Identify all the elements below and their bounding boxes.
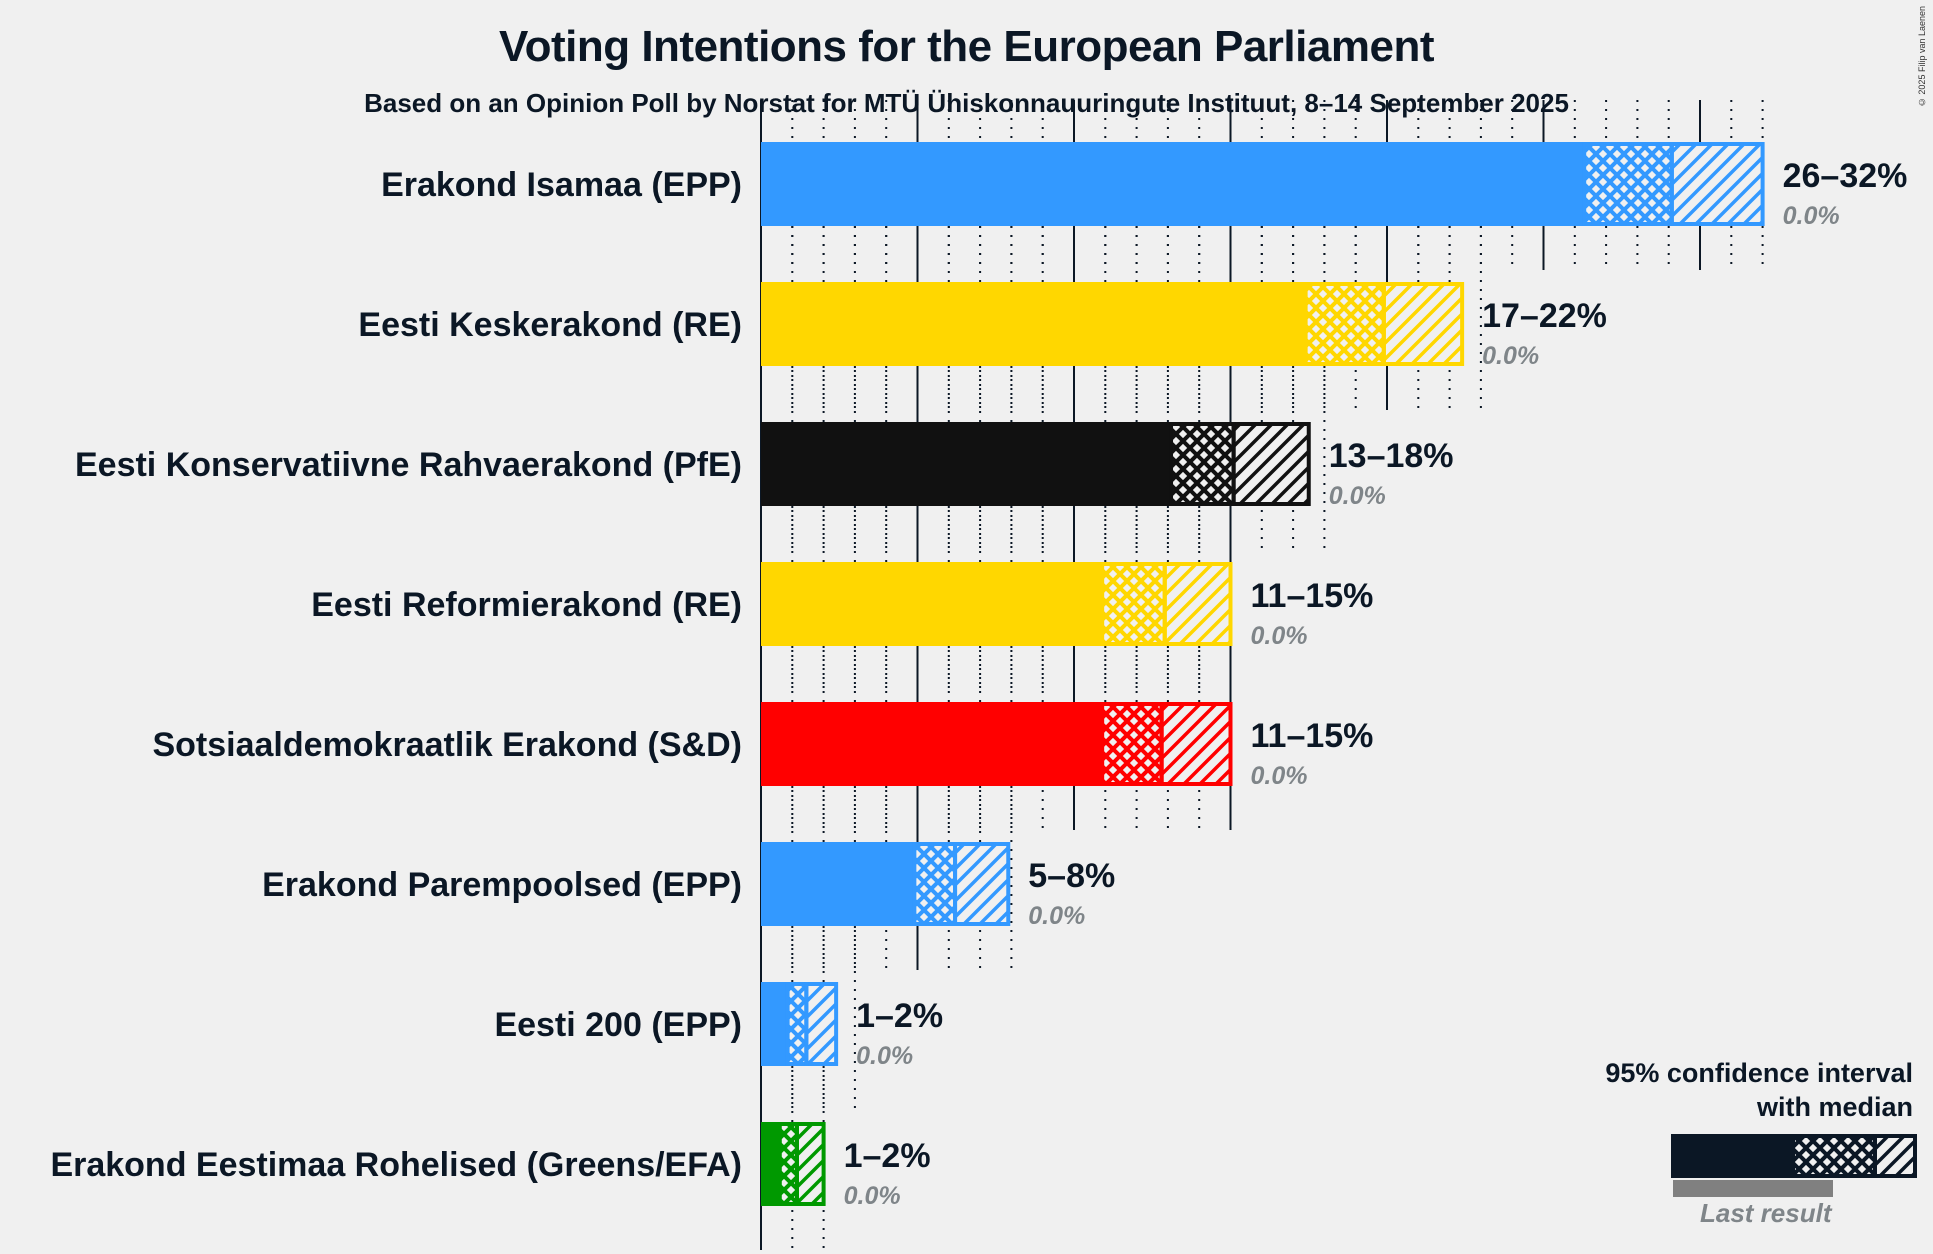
bar-ci-lower-segment <box>777 1122 799 1206</box>
bar-solid-segment <box>761 982 788 1066</box>
bar-solid-segment <box>761 1122 780 1206</box>
party-label: Erakond Eestimaa Rohelised (Greens/EFA) <box>50 1146 742 1184</box>
chart-subtitle: Based on an Opinion Poll by Norstat for … <box>364 88 1569 118</box>
party-bar-group <box>761 562 1233 646</box>
last-result-label: 0.0% <box>856 1042 913 1070</box>
party-bar-group <box>761 1122 826 1206</box>
bar-ci-upper-segment <box>804 982 839 1066</box>
bar-solid-segment <box>761 842 915 926</box>
party-bar-group <box>761 422 1311 506</box>
chart-title: Voting Intentions for the European Parli… <box>499 22 1434 71</box>
last-result-label: 0.0% <box>1028 902 1085 930</box>
party-label: Eesti Keskerakond (RE) <box>358 306 742 344</box>
party-bar-group <box>761 142 1765 226</box>
bar-ci-upper-segment <box>1159 702 1233 786</box>
range-label: 13–18% <box>1329 437 1454 475</box>
bar-ci-upper-segment <box>1669 142 1765 226</box>
last-result-label: 0.0% <box>844 1182 901 1210</box>
bar-solid-segment <box>761 282 1306 366</box>
range-label: 11–15% <box>1251 717 1374 755</box>
range-label: 1–2% <box>844 1137 931 1175</box>
bar-ci-upper-segment <box>1231 422 1311 506</box>
bar-ci-upper-segment <box>794 1122 826 1206</box>
legend-solid-swatch <box>1671 1134 1793 1178</box>
range-label: 5–8% <box>1028 857 1115 895</box>
bar-solid-segment <box>761 562 1103 646</box>
bar-solid-segment <box>761 702 1103 786</box>
legend-ci-upper-swatch <box>1873 1134 1917 1178</box>
party-bar-group <box>761 842 1011 926</box>
legend-last-result-swatch <box>1673 1180 1833 1197</box>
party-bar-group <box>761 282 1465 366</box>
range-label: 17–22% <box>1482 297 1607 335</box>
bar-solid-segment <box>761 142 1585 226</box>
bar-ci-upper-segment <box>1381 282 1465 366</box>
last-result-label: 0.0% <box>1329 482 1386 510</box>
legend-title-line2: with median <box>1756 1092 1913 1122</box>
last-result-label: 0.0% <box>1251 762 1308 790</box>
last-result-label: 0.0% <box>1783 202 1840 230</box>
range-label: 1–2% <box>856 997 943 1035</box>
bar-ci-lower-segment <box>912 842 958 926</box>
party-label: Eesti Reformierakond (RE) <box>311 586 742 624</box>
bar-ci-upper-segment <box>1162 562 1233 646</box>
party-label: Eesti Konservatiivne Rahvaerakond (PfE) <box>75 446 742 484</box>
bar-ci-lower-segment <box>1169 422 1236 506</box>
party-bar-group <box>761 702 1233 786</box>
party-label: Sotsiaaldemokraatlik Erakond (S&D) <box>152 726 742 764</box>
legend <box>1671 1134 1917 1197</box>
party-label: Erakond Isamaa (EPP) <box>381 166 742 204</box>
bar-solid-segment <box>761 422 1172 506</box>
bar-ci-lower-segment <box>785 982 809 1066</box>
legend-title-line1: 95% confidence interval <box>1605 1058 1913 1088</box>
party-label: Eesti 200 (EPP) <box>494 1006 742 1044</box>
legend-title: 95% confidence interval with median <box>1605 1056 1913 1124</box>
last-result-label: 0.0% <box>1482 342 1539 370</box>
bar-ci-lower-segment <box>1582 142 1674 226</box>
range-label: 26–32% <box>1783 157 1908 195</box>
legend-last-result-label: Last result <box>1700 1198 1832 1228</box>
labels: Erakond Isamaa (EPP) 26–32% 0.0% Eesti Kesk… <box>50 157 1907 1210</box>
party-bar-group <box>761 982 839 1066</box>
bar-ci-lower-segment <box>1100 702 1164 786</box>
legend-ci-lower-swatch <box>1791 1134 1877 1178</box>
bar-ci-upper-segment <box>953 842 1011 926</box>
party-label: Erakond Parempoolsed (EPP) <box>262 866 742 904</box>
bar-ci-lower-segment <box>1100 562 1167 646</box>
last-result-label: 0.0% <box>1251 622 1308 650</box>
range-label: 11–15% <box>1251 577 1374 615</box>
bars <box>761 142 1765 1206</box>
bar-ci-lower-segment <box>1303 282 1386 366</box>
